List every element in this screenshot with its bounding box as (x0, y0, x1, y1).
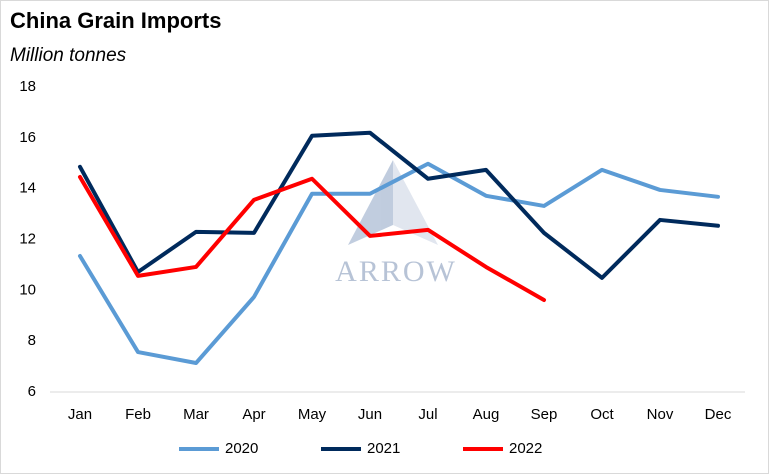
legend-label: 2020 (225, 440, 258, 457)
watermark: ARROW (335, 255, 457, 288)
x-tick-label: Aug (473, 406, 500, 423)
x-tick-label: Jan (68, 406, 92, 423)
y-tick-label: 12 (19, 230, 36, 247)
x-tick-label: Jul (418, 406, 437, 423)
x-tick-label: Nov (647, 406, 674, 423)
legend-label: 2022 (509, 440, 542, 457)
x-tick-label: Apr (242, 406, 265, 423)
line-series (78, 130, 720, 280)
legend-label: 2021 (367, 440, 400, 457)
x-tick-label: Dec (705, 406, 732, 423)
x-tick-label: Oct (590, 406, 614, 423)
y-tick-label: 14 (19, 180, 36, 197)
x-tick-label: May (298, 406, 327, 423)
y-tick-label: 6 (28, 383, 36, 400)
chart-title: China Grain Imports (10, 8, 221, 33)
y-tick-label: 18 (19, 78, 36, 95)
x-tick-label: Mar (183, 406, 209, 423)
y-tick-label: 8 (28, 332, 36, 349)
y-tick-label: 16 (19, 129, 36, 146)
x-tick-label: Sep (531, 406, 558, 423)
x-tick-label: Jun (358, 406, 382, 423)
x-tick-label: Feb (125, 406, 151, 423)
line-series (78, 174, 546, 302)
y-tick-label: 10 (19, 281, 36, 298)
chart-subtitle: Million tonnes (10, 45, 127, 66)
line-series (78, 161, 720, 366)
